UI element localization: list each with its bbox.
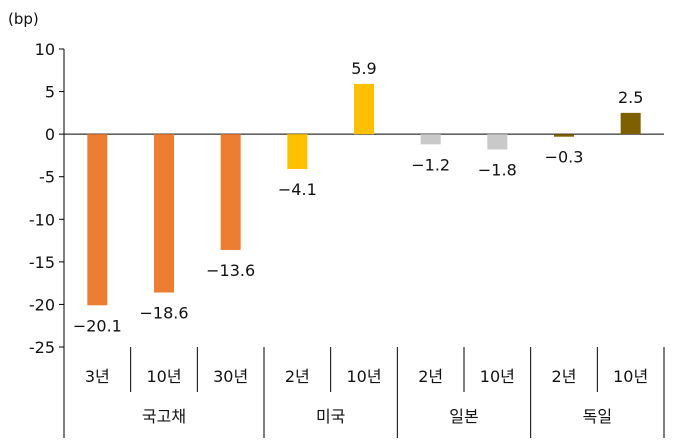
y-tick-label: 0 — [45, 125, 55, 144]
x-category-label: 3년 — [85, 367, 110, 386]
bar — [554, 134, 574, 137]
data-label: 2.5 — [618, 88, 643, 107]
x-category-label: 10년 — [613, 367, 648, 386]
axes: 10 5 0 -5 -10 -15 -20 -25 — [29, 40, 664, 357]
x-group-label: 일본 — [449, 407, 478, 426]
bar — [354, 83, 374, 135]
bar — [87, 134, 108, 306]
bar — [620, 112, 641, 135]
x-category-label: 10년 — [480, 367, 515, 386]
data-label: −1.8 — [478, 160, 517, 179]
x-category-label: 2년 — [418, 367, 443, 386]
data-label: −20.1 — [73, 316, 122, 335]
x-category-label: 2년 — [552, 367, 577, 386]
x-group-label: 미국 — [316, 407, 345, 426]
data-label: −4.1 — [278, 180, 317, 199]
bar — [154, 134, 174, 293]
x-category-label: 30년 — [213, 367, 248, 386]
bar — [220, 134, 241, 250]
bar — [287, 134, 308, 170]
x-category-label: 2년 — [285, 367, 310, 386]
data-labels: −20.1 −18.6 −13.6 −4.1 5.9 −1.2 −1.8 −0.3 2.5 — [73, 59, 644, 335]
data-label: −13.6 — [206, 261, 255, 280]
y-tick-label: 5 — [45, 83, 55, 102]
bar — [420, 134, 441, 145]
x-group-label: 국고채 — [142, 407, 186, 426]
bar — [487, 134, 508, 150]
y-tick-label: -10 — [29, 210, 55, 229]
y-tick-label: -20 — [29, 295, 55, 314]
x-category-label: 10년 — [346, 367, 381, 386]
data-label: 5.9 — [351, 59, 376, 78]
y-tick-label: -5 — [39, 168, 55, 187]
y-axis-unit-label: (bp) — [8, 10, 39, 28]
data-label: −18.6 — [139, 304, 188, 323]
x-category-label: 10년 — [146, 367, 181, 386]
bars — [87, 83, 641, 306]
data-label: −0.3 — [545, 148, 584, 167]
x-group-label: 독일 — [583, 407, 612, 426]
y-tick-label: 10 — [35, 40, 55, 59]
data-label: −1.2 — [411, 155, 450, 174]
y-tick-label: -25 — [29, 338, 55, 357]
y-tick-label: -15 — [29, 253, 55, 272]
